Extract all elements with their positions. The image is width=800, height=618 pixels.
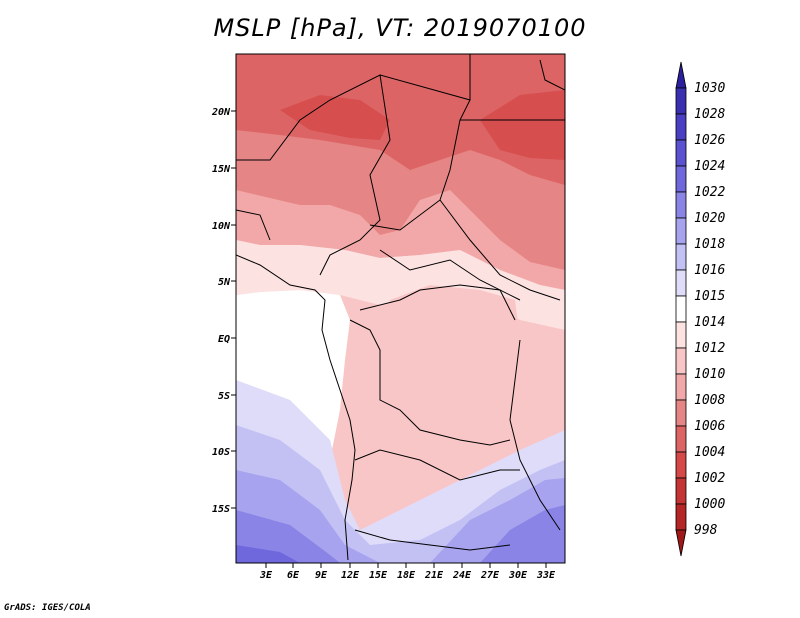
colorbar-swatch [675,373,687,401]
lat-label: 5S [218,391,230,402]
colorbar-swatch [675,87,687,115]
colorbar-label: 998 [694,523,718,538]
colorbar-swatch [675,503,687,531]
page-title: MSLP [hPa], VT: 2019070100 [213,14,587,42]
lat-label: 10N [212,221,231,232]
colorbar-swatch [675,425,687,453]
lon-label: 6E [287,570,300,581]
country-borders [236,54,565,561]
axis-ticks [231,110,547,568]
lon-label: 21E [424,570,444,581]
colorbar-swatch [675,347,687,375]
lon-label: 9E [315,570,328,581]
colorbar-swatch [675,269,687,297]
colorbar-swatch [675,139,687,167]
colorbar-label: 1028 [694,107,725,122]
colorbar-label: 1002 [694,471,725,486]
map-frame [235,53,566,564]
lat-label: 20N [211,107,231,118]
lon-label: 30E [508,570,528,581]
colorbar-swatch [675,321,687,349]
colorbar-label: 1010 [694,367,725,382]
colorbar-label: 1018 [694,237,725,252]
colorbar-min-arrow [675,529,687,557]
colorbar: 1030 1028 1026 1024 1022 1020 1018 1016 1015 1014… [675,61,725,557]
colorbar-label: 1024 [694,159,725,174]
colorbar-swatch [675,399,687,427]
colorbar-label: 1026 [694,133,725,148]
pressure-field [236,54,565,563]
colorbar-swatch [675,477,687,505]
lat-label: 5N [218,277,231,288]
lon-label: 18E [397,570,416,581]
lat-label: 15N [212,164,231,175]
lon-label: 12E [341,570,360,581]
colorbar-swatch [675,243,687,271]
colorbar-label: 1008 [694,393,725,408]
colorbar-label: 1012 [694,341,725,356]
lon-label: 27E [480,570,500,581]
colorbar-label: 1022 [694,185,725,200]
lat-label: 10S [212,447,230,458]
colorbar-max-arrow [675,61,687,89]
lon-label: 24E [452,570,472,581]
colorbar-swatch [675,113,687,141]
colorbar-swatch [675,191,687,219]
lat-label: 15S [212,504,230,515]
colorbar-label: 1004 [694,445,725,460]
colorbar-label: 1030 [694,81,725,96]
colorbar-label: 1020 [694,211,725,226]
colorbar-label: 1006 [694,419,725,434]
colorbar-swatch [675,295,687,323]
footer-credit: GrADS: IGES/COLA [4,603,91,613]
lat-label: EQ [218,334,230,345]
lon-label: 15E [369,570,388,581]
colorbar-swatch [675,451,687,479]
colorbar-swatch [675,165,687,193]
colorbar-label: 1016 [694,263,725,278]
colorbar-label: 1000 [694,497,725,512]
colorbar-swatch [675,217,687,245]
colorbar-label: 1014 [694,315,725,330]
lon-label: 3E [259,570,273,581]
lon-label: 33E [536,570,556,581]
colorbar-label: 1015 [694,289,725,304]
